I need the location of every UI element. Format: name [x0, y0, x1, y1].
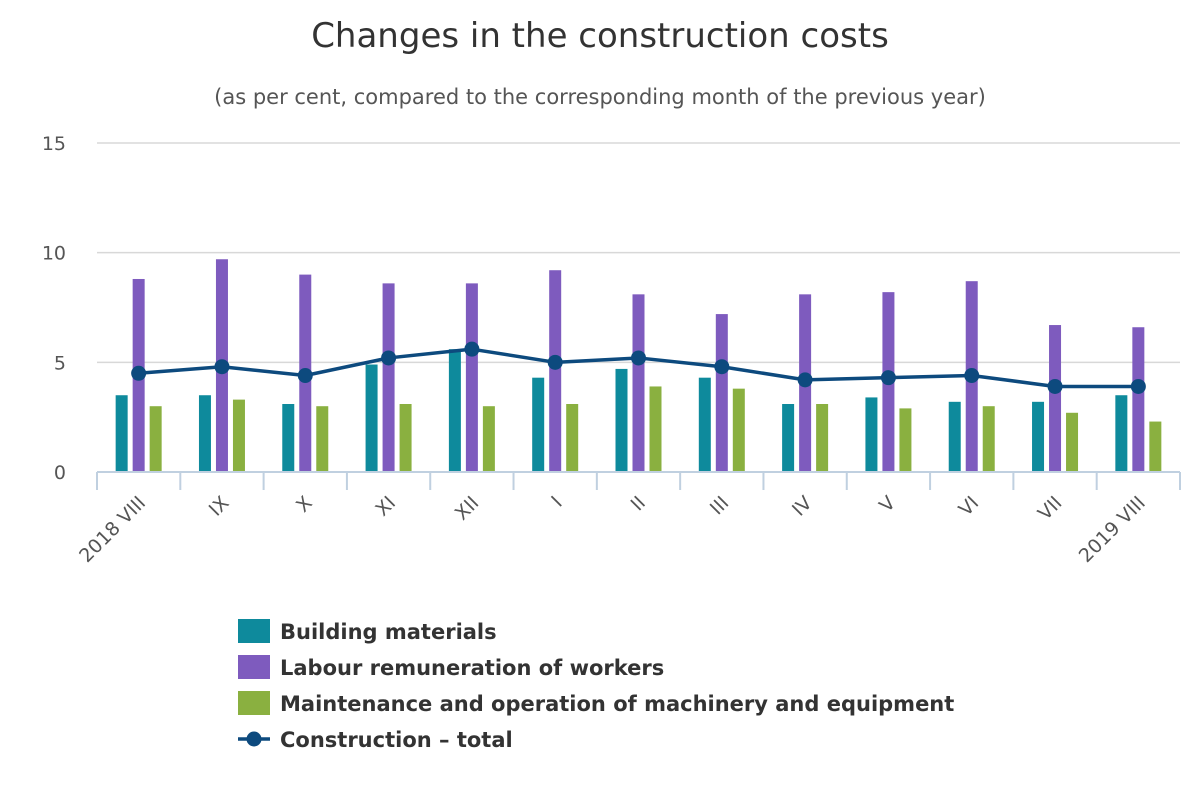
total-point-7 — [631, 350, 646, 366]
bar-3-1 — [149, 406, 162, 472]
bar-1-10 — [865, 397, 878, 472]
bar-1-8 — [698, 377, 711, 472]
legend: Building materials Labour remuneration of… — [238, 619, 954, 752]
total-point-1 — [131, 365, 147, 381]
line-series — [131, 341, 1146, 394]
bar-2-8 — [715, 314, 728, 472]
legend-marker — [246, 731, 262, 747]
bar-3-7 — [649, 386, 662, 472]
bar-1-12 — [1032, 401, 1045, 472]
total-point-2 — [214, 359, 230, 375]
bar-2-5 — [465, 283, 478, 472]
y-axis: 0 5 10 15 — [42, 133, 66, 484]
x-tick-label: I — [547, 492, 567, 512]
bar-1-2 — [198, 395, 211, 472]
bar-3-4 — [399, 404, 412, 472]
total-point-11 — [964, 367, 980, 383]
total-point-3 — [297, 367, 313, 383]
x-tick-label: VI — [955, 492, 984, 521]
x-tick-label: XII — [451, 492, 484, 525]
x-tick-label: II — [627, 492, 650, 515]
y-tick-label: 15 — [42, 133, 66, 155]
x-tick-label: IV — [788, 492, 817, 521]
y-tick-label: 10 — [42, 243, 66, 265]
total-point-6 — [547, 354, 563, 370]
chart-subtitle: (as per cent, compared to the correspond… — [214, 85, 986, 109]
x-tick-label: 2019 VIII — [1075, 492, 1150, 567]
legend-swatch-2 — [238, 655, 270, 679]
bar-3-13 — [1149, 421, 1162, 472]
bar-3-2 — [232, 399, 245, 472]
legend-swatch-1 — [238, 619, 270, 643]
legend-swatch-3 — [238, 691, 270, 715]
legend-label-1: Building materials — [280, 620, 497, 644]
bar-2-4 — [382, 283, 395, 472]
bar-1-9 — [782, 404, 795, 472]
bar-3-3 — [316, 406, 329, 472]
bar-3-5 — [482, 406, 495, 472]
legend-label-2: Labour remuneration of workers — [280, 656, 664, 680]
x-tick-label: VII — [1034, 492, 1067, 525]
bar-3-8 — [732, 388, 745, 472]
bar-3-9 — [816, 404, 829, 472]
bar-1-5 — [448, 349, 461, 472]
legend-label-3: Maintenance and operation of machinery a… — [280, 692, 954, 716]
bar-3-11 — [982, 406, 995, 472]
bar-1-7 — [615, 368, 628, 472]
total-point-4 — [381, 350, 397, 366]
x-tick-label: III — [706, 492, 733, 519]
bar-2-13 — [1132, 327, 1145, 472]
x-tick-label: XI — [371, 492, 400, 521]
total-point-5 — [464, 341, 480, 357]
total-point-8 — [714, 359, 730, 375]
bar-2-12 — [1049, 325, 1062, 472]
bar-1-13 — [1115, 395, 1128, 472]
bar-series — [115, 259, 1162, 472]
x-tick-label: V — [875, 492, 900, 517]
chart-title: Changes in the construction costs — [311, 16, 889, 56]
x-tick-label: IX — [205, 492, 234, 521]
bar-1-1 — [115, 395, 128, 472]
bar-2-7 — [632, 294, 645, 472]
bar-1-6 — [532, 377, 545, 472]
bar-3-12 — [1066, 412, 1079, 472]
legend-label-4: Construction – total — [280, 728, 513, 752]
bar-2-6 — [549, 270, 562, 472]
bar-1-11 — [948, 401, 961, 472]
bar-1-3 — [282, 404, 295, 472]
total-point-9 — [797, 372, 813, 388]
bar-3-10 — [899, 408, 912, 472]
bar-3-6 — [566, 404, 579, 472]
x-tick-label: 2018 VIII — [75, 492, 150, 567]
y-tick-label: 0 — [54, 462, 66, 484]
x-tick-label: X — [292, 492, 317, 517]
bar-1-4 — [365, 364, 378, 472]
total-point-10 — [880, 370, 896, 386]
total-point-13 — [1130, 378, 1146, 394]
y-tick-label: 5 — [54, 352, 66, 374]
total-point-12 — [1047, 378, 1063, 394]
x-axis: 2018 VIII IX X XI XII I II III IV V VI VII 2019 VIII — [75, 471, 1181, 567]
